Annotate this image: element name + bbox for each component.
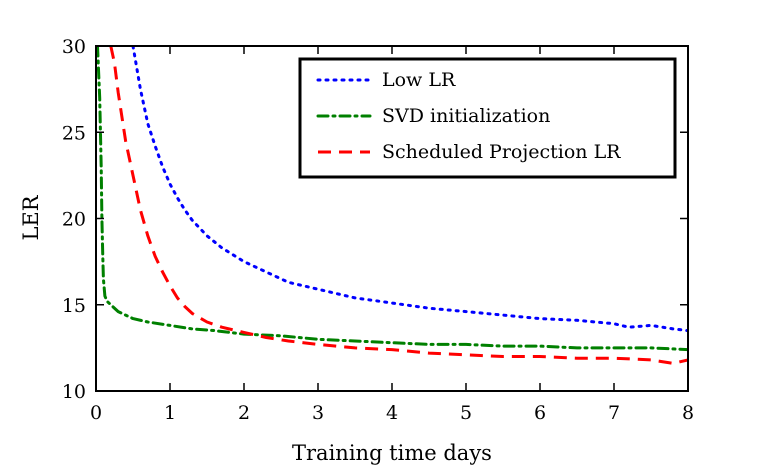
y-tick-label: 25 — [62, 122, 86, 144]
x-tick-label: 4 — [386, 402, 398, 424]
series-line-svd-initialization — [96, 46, 688, 352]
y-tick-label: 20 — [62, 209, 86, 231]
y-tick-label: 10 — [62, 381, 86, 403]
legend-label-svd-initialization: SVD initialization — [382, 105, 550, 127]
legend: Low LR SVD initialization Scheduled Proj… — [298, 57, 677, 179]
x-tick-label: 2 — [238, 402, 250, 424]
legend-label-scheduled-projection-lr: Scheduled Projection LR — [382, 141, 621, 163]
legend-box — [298, 57, 677, 179]
y-tick-label: 30 — [62, 36, 86, 58]
series-line-low-lr — [131, 46, 688, 333]
x-tick-label: 8 — [682, 402, 694, 424]
x-tick-label: 6 — [534, 402, 546, 424]
x-axis-label: Training time days — [292, 441, 492, 465]
y-axis-label: LER — [19, 194, 43, 240]
x-tick-label: 3 — [312, 402, 324, 424]
x-tick-label: 5 — [460, 402, 472, 424]
series-layer — [96, 46, 688, 365]
y-tick-label: 15 — [62, 295, 86, 317]
legend-label-low-lr: Low LR — [382, 69, 456, 91]
x-tick-label: 0 — [90, 402, 102, 424]
x-tick-label: 1 — [164, 402, 176, 424]
x-tick-label: 7 — [608, 402, 620, 424]
ticks-layer: 0 1 2 3 4 5 6 7 8 10 15 20 25 30 — [62, 36, 694, 424]
